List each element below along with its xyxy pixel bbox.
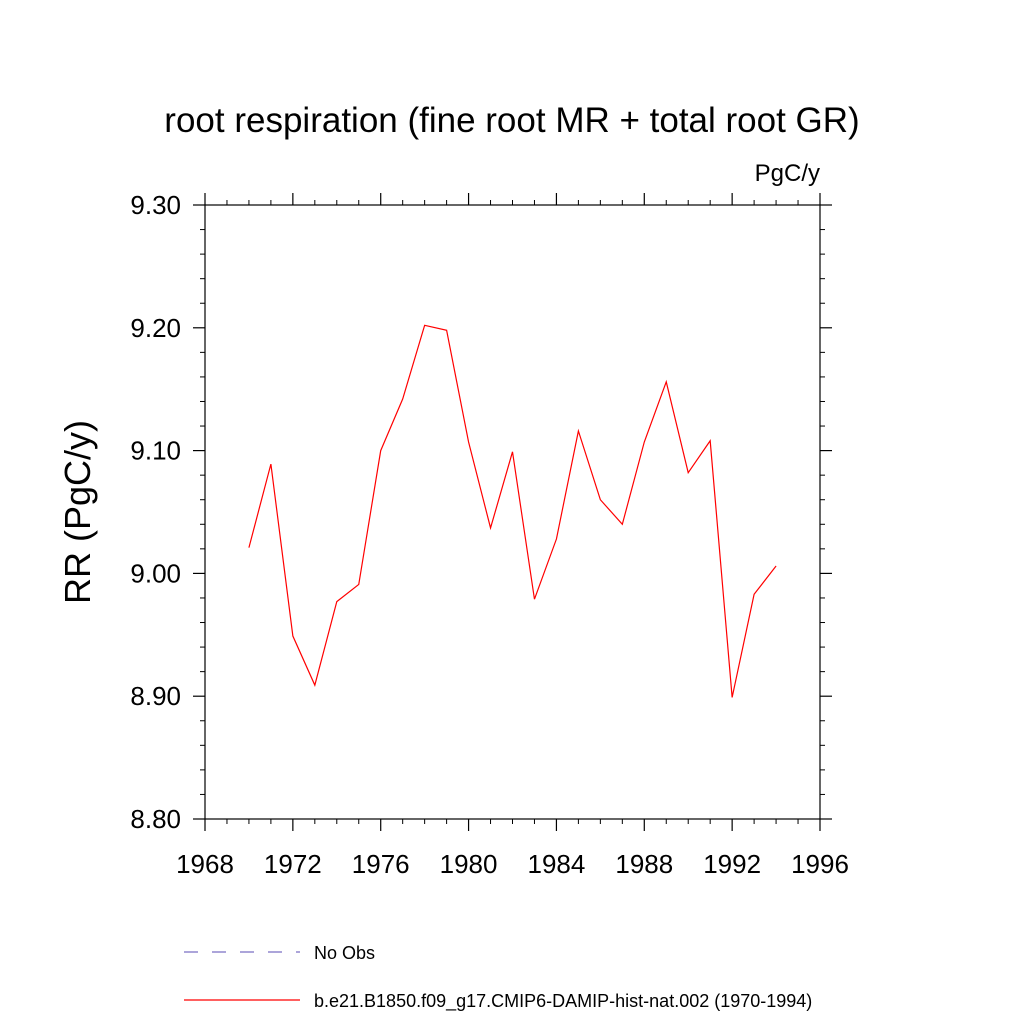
y-tick-label: 8.90 [130, 681, 181, 711]
legend: No Obs b.e21.B1850.f09_g17.CMIP6-DAMIP-hi… [184, 943, 812, 1012]
y-tick-label: 9.10 [130, 436, 181, 466]
axes: 1968 1972 1976 1980 1984 1988 1992 1996 8.80 8.90… [130, 190, 849, 879]
chart-title: root respiration (fine root MR + total r… [164, 101, 859, 140]
x-tick-label: 1992 [703, 849, 761, 879]
series-layer [248, 324, 777, 698]
units-label: PgC/y [755, 160, 820, 187]
x-tick-label: 1988 [615, 849, 673, 879]
y-axis-label: RR (PgC/y) [57, 420, 98, 604]
x-tick-label: 1980 [440, 849, 498, 879]
y-tick-label: 8.80 [130, 804, 181, 834]
x-tick-label: 1972 [264, 849, 322, 879]
x-tick-label: 1996 [791, 849, 849, 879]
y-tick-label: 9.20 [130, 313, 181, 343]
y-tick-label: 9.30 [130, 190, 181, 220]
x-tick-label: 1984 [528, 849, 586, 879]
x-tick-label: 1968 [176, 849, 234, 879]
y-tick-label: 9.00 [130, 558, 181, 588]
x-tick-label: 1976 [352, 849, 410, 879]
legend-label: b.e21.B1850.f09_g17.CMIP6-DAMIP-hist-nat… [314, 991, 812, 1012]
series-line [248, 324, 777, 698]
plot-frame [204, 204, 821, 820]
legend-label: No Obs [314, 943, 375, 963]
